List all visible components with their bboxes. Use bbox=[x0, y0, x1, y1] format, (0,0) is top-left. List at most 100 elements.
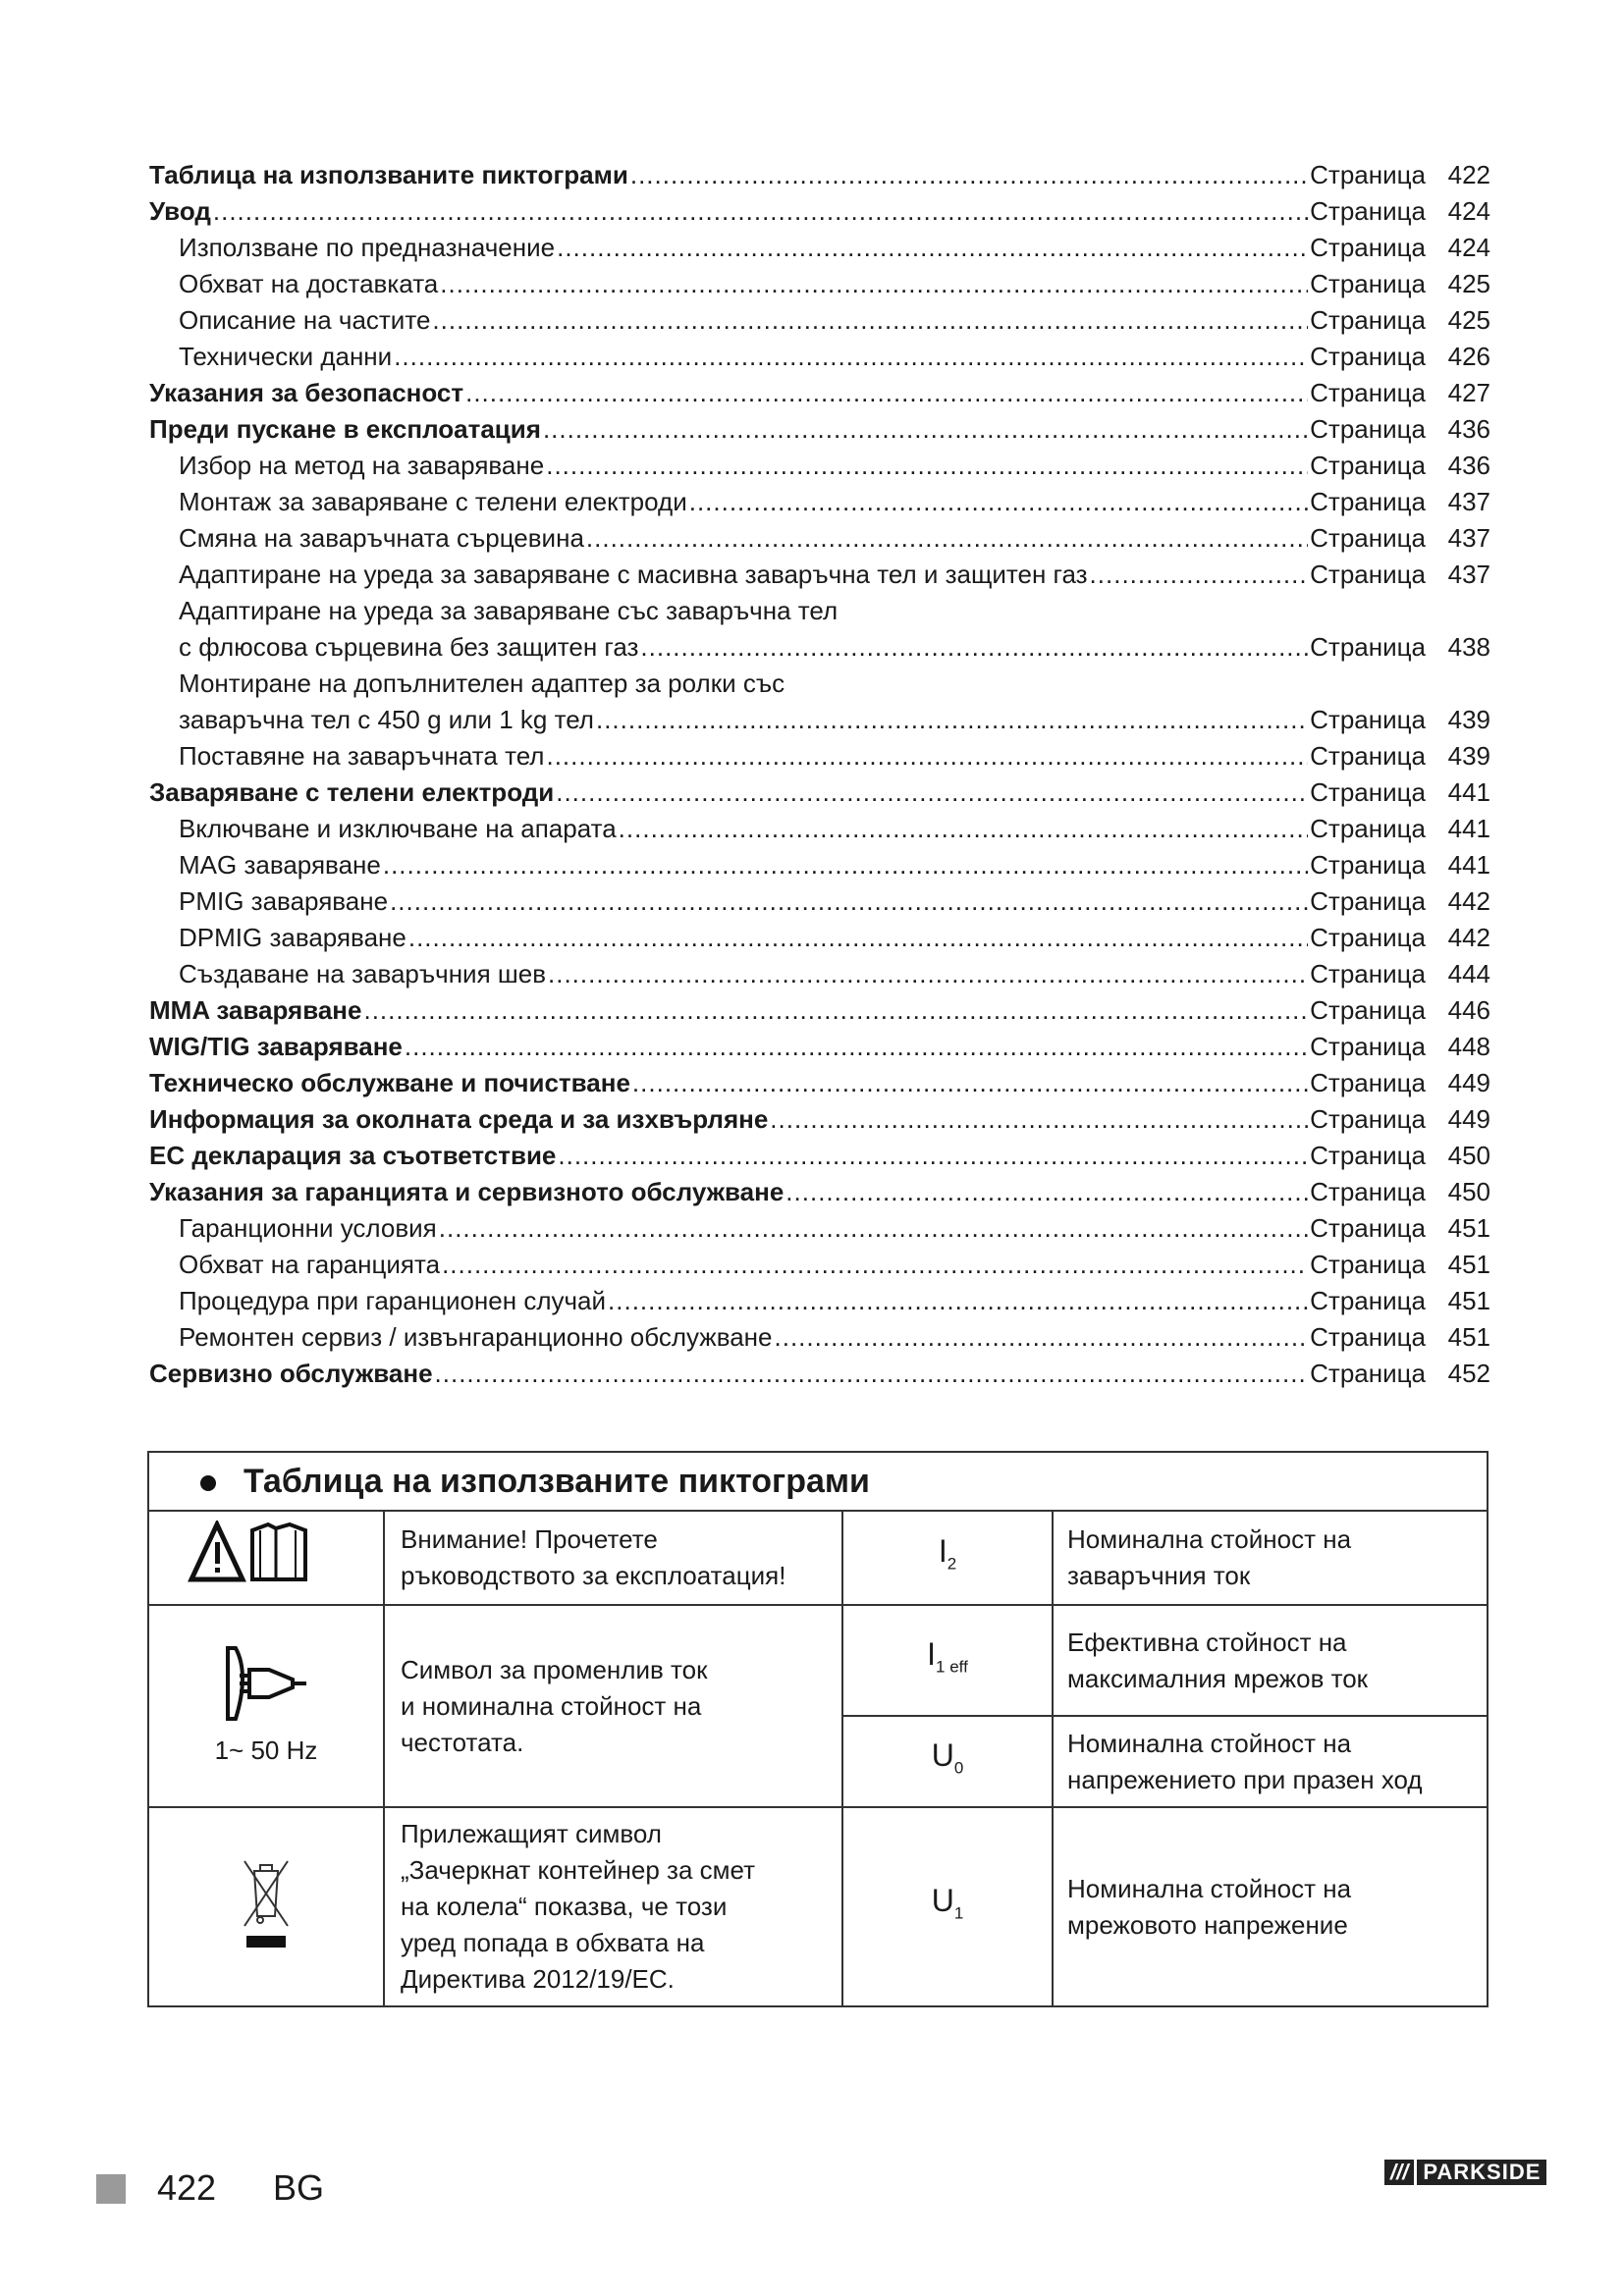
toc-entry[interactable]: Ремонтен сервиз / извънгаранционно обслу… bbox=[149, 1319, 1490, 1356]
toc-entry-label: PMIG заваряване bbox=[179, 886, 389, 916]
dot-leader bbox=[546, 738, 1308, 774]
toc-page-word: Страница bbox=[1310, 1141, 1426, 1170]
toc-entry-label: с флюсова сърцевина без защитен газ bbox=[179, 632, 639, 662]
toc-page-word: Страница bbox=[1310, 1032, 1426, 1061]
toc-entry[interactable]: Процедура при гаранционен случай Страница… bbox=[149, 1283, 1490, 1319]
toc-entry[interactable]: MAG заваряване Страница 441 bbox=[149, 847, 1490, 883]
dot-leader bbox=[619, 811, 1308, 847]
toc-page-word: Страница bbox=[1310, 1322, 1426, 1352]
toc-entry[interactable]: Използване по предназначение Страница 424 bbox=[149, 230, 1490, 266]
toc-entry-label: Заваряване с телени електроди bbox=[149, 777, 555, 807]
toc-entry-label: Обхват на доставката bbox=[179, 269, 439, 298]
toc-page-number: 437 bbox=[1447, 523, 1490, 553]
toc-page-word: Страница bbox=[1310, 777, 1426, 807]
toc-entry[interactable]: Заваряване с телени електроди Страница 441 bbox=[149, 774, 1490, 811]
toc-entry[interactable]: Указания за гаранцията и сервизното обсл… bbox=[149, 1174, 1490, 1210]
toc-entry[interactable]: MMA заваряване Страница 446 bbox=[149, 992, 1490, 1029]
toc-entry[interactable]: Информация за околната среда и за изхвър… bbox=[149, 1101, 1490, 1138]
toc-entry[interactable]: Указания за безопасност Страница 427 bbox=[149, 375, 1490, 411]
dot-leader bbox=[383, 847, 1308, 883]
toc-page-word: Страница bbox=[1310, 1104, 1426, 1134]
toc-entry[interactable]: Увод Страница 424 bbox=[149, 193, 1490, 230]
toc-page-word: Страница bbox=[1310, 632, 1426, 662]
dot-leader bbox=[390, 883, 1308, 920]
dot-leader bbox=[689, 484, 1308, 520]
dot-leader bbox=[435, 1356, 1309, 1392]
toc-entry[interactable]: Гаранционни условия Страница 451 bbox=[149, 1210, 1490, 1247]
toc-entry[interactable]: Технически данни Страница 426 bbox=[149, 339, 1490, 375]
toc-entry[interactable]: Монтиране на допълнителен адаптер за рол… bbox=[149, 666, 1490, 702]
toc-entry[interactable]: Адаптиране на уреда за заваряване с маси… bbox=[149, 557, 1490, 593]
toc-page-number: 449 bbox=[1447, 1068, 1490, 1097]
dot-leader bbox=[408, 920, 1308, 956]
toc-entry[interactable]: Сервизно обслужване Страница 452 bbox=[149, 1356, 1490, 1392]
toc-entry[interactable]: ЕС декларация за съответствие Страница 450 bbox=[149, 1138, 1490, 1174]
toc-entry-label: Гаранционни условия bbox=[179, 1213, 437, 1243]
toc-page-number: 424 bbox=[1447, 196, 1490, 226]
toc-entry-label: Монтаж за заваряване с телени електроди bbox=[179, 487, 687, 516]
toc-entry[interactable]: Адаптиране на уреда за заваряване със за… bbox=[149, 593, 1490, 629]
dot-leader bbox=[405, 1029, 1308, 1065]
toc-page-number: 425 bbox=[1447, 305, 1490, 335]
toc-entry[interactable]: DPMIG заваряване Страница 442 bbox=[149, 920, 1490, 956]
toc-page-number: 450 bbox=[1447, 1141, 1490, 1170]
toc-entry[interactable]: Включване и изключване на апарата Страниц… bbox=[149, 811, 1490, 847]
toc-entry[interactable]: с флюсова сърцевина без защитен газ Стран… bbox=[149, 629, 1490, 666]
table-of-contents: Таблица на използваните пиктограми Страни… bbox=[149, 157, 1490, 1392]
toc-page-number: 446 bbox=[1447, 995, 1490, 1025]
footer-marker bbox=[96, 2174, 126, 2204]
toc-page-word: Страница bbox=[1310, 923, 1426, 952]
toc-entry[interactable]: Таблица на използваните пиктограми Страни… bbox=[149, 157, 1490, 193]
toc-page-number: 422 bbox=[1447, 160, 1490, 189]
toc-page-number: 425 bbox=[1447, 269, 1490, 298]
toc-entry[interactable]: Монтаж за заваряване с телени електроди С… bbox=[149, 484, 1490, 520]
dot-leader bbox=[465, 375, 1308, 411]
dot-leader bbox=[558, 1138, 1308, 1174]
toc-entry-label: Сервизно обслужване bbox=[149, 1359, 433, 1388]
toc-page-number: 438 bbox=[1447, 632, 1490, 662]
toc-entry[interactable]: Създаване на заваръчния шев Страница 444 bbox=[149, 956, 1490, 992]
toc-page-word: Страница bbox=[1310, 305, 1426, 335]
toc-page-number: 444 bbox=[1447, 959, 1490, 988]
page-number: 422 bbox=[157, 2167, 217, 2208]
toc-entry[interactable]: заваръчна тел с 450 g или 1 kg тел Страни… bbox=[149, 702, 1490, 738]
toc-page-number: 427 bbox=[1447, 378, 1490, 407]
toc-entry-label: DPMIG заваряване bbox=[179, 923, 406, 952]
toc-page-word: Страница bbox=[1310, 1250, 1426, 1279]
toc-page-number: 437 bbox=[1447, 560, 1490, 589]
toc-page-word: Страница bbox=[1310, 995, 1426, 1025]
dot-leader bbox=[640, 629, 1308, 666]
toc-page-word: Страница bbox=[1310, 378, 1426, 407]
toc-entry[interactable]: Поставяне на заваръчната тел Страница 439 bbox=[149, 738, 1490, 774]
toc-entry[interactable]: PMIG заваряване Страница 442 bbox=[149, 883, 1490, 920]
toc-page-word: Страница bbox=[1310, 959, 1426, 988]
toc-page-word: Страница bbox=[1310, 342, 1426, 371]
toc-entry-label: Избор на метод на заваряване bbox=[179, 451, 545, 480]
toc-page-number: 452 bbox=[1447, 1359, 1490, 1388]
toc-page-word: Страница bbox=[1310, 850, 1426, 880]
toc-entry[interactable]: Обхват на гаранцията Страница 451 bbox=[149, 1247, 1490, 1283]
toc-entry-label: Процедура при гаранционен случай bbox=[179, 1286, 607, 1315]
toc-page-number: 451 bbox=[1447, 1250, 1490, 1279]
toc-page-word: Страница bbox=[1310, 814, 1426, 843]
toc-entry[interactable]: Смяна на заваръчната сърцевина Страница 43… bbox=[149, 520, 1490, 557]
dot-leader bbox=[543, 411, 1308, 448]
toc-entry-label: MAG заваряване bbox=[179, 850, 381, 880]
toc-entry-label: Използване по предназначение bbox=[179, 233, 556, 262]
toc-entry[interactable]: Преди пускане в експлоатация Страница 436 bbox=[149, 411, 1490, 448]
toc-entry[interactable]: Избор на метод на заваряване Страница 436 bbox=[149, 448, 1490, 484]
toc-entry-label: Монтиране на допълнителен адаптер за рол… bbox=[179, 668, 785, 698]
toc-page-number: 436 bbox=[1447, 414, 1490, 444]
toc-entry[interactable]: Описание на частите Страница 425 bbox=[149, 302, 1490, 339]
toc-page-number: 437 bbox=[1447, 487, 1490, 516]
dot-leader bbox=[432, 302, 1308, 339]
toc-page-number: 441 bbox=[1447, 777, 1490, 807]
dot-leader bbox=[439, 1210, 1308, 1247]
toc-page-word: Страница bbox=[1310, 741, 1426, 771]
toc-page-word: Страница bbox=[1310, 414, 1426, 444]
toc-entry-label: Обхват на гаранцията bbox=[179, 1250, 441, 1279]
toc-entry[interactable]: WIG/TIG заваряване Страница 448 bbox=[149, 1029, 1490, 1065]
toc-entry[interactable]: Обхват на доставката Страница 425 bbox=[149, 266, 1490, 302]
toc-page-number: 439 bbox=[1447, 741, 1490, 771]
toc-entry[interactable]: Техническо обслужване и почистване Страни… bbox=[149, 1065, 1490, 1101]
